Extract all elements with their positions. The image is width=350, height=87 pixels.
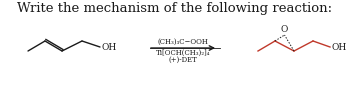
Text: Ti[OCH(CH₃)₂]₄: Ti[OCH(CH₃)₂]₄ — [156, 49, 210, 57]
Text: Write the mechanism of the following reaction:: Write the mechanism of the following rea… — [18, 2, 332, 15]
Text: O: O — [281, 25, 288, 34]
Text: (CH₃)₃C−OOH: (CH₃)₃C−OOH — [158, 38, 209, 46]
Text: OH: OH — [331, 43, 346, 52]
Text: (+)-DET: (+)-DET — [169, 56, 197, 64]
Text: OH: OH — [101, 43, 116, 52]
